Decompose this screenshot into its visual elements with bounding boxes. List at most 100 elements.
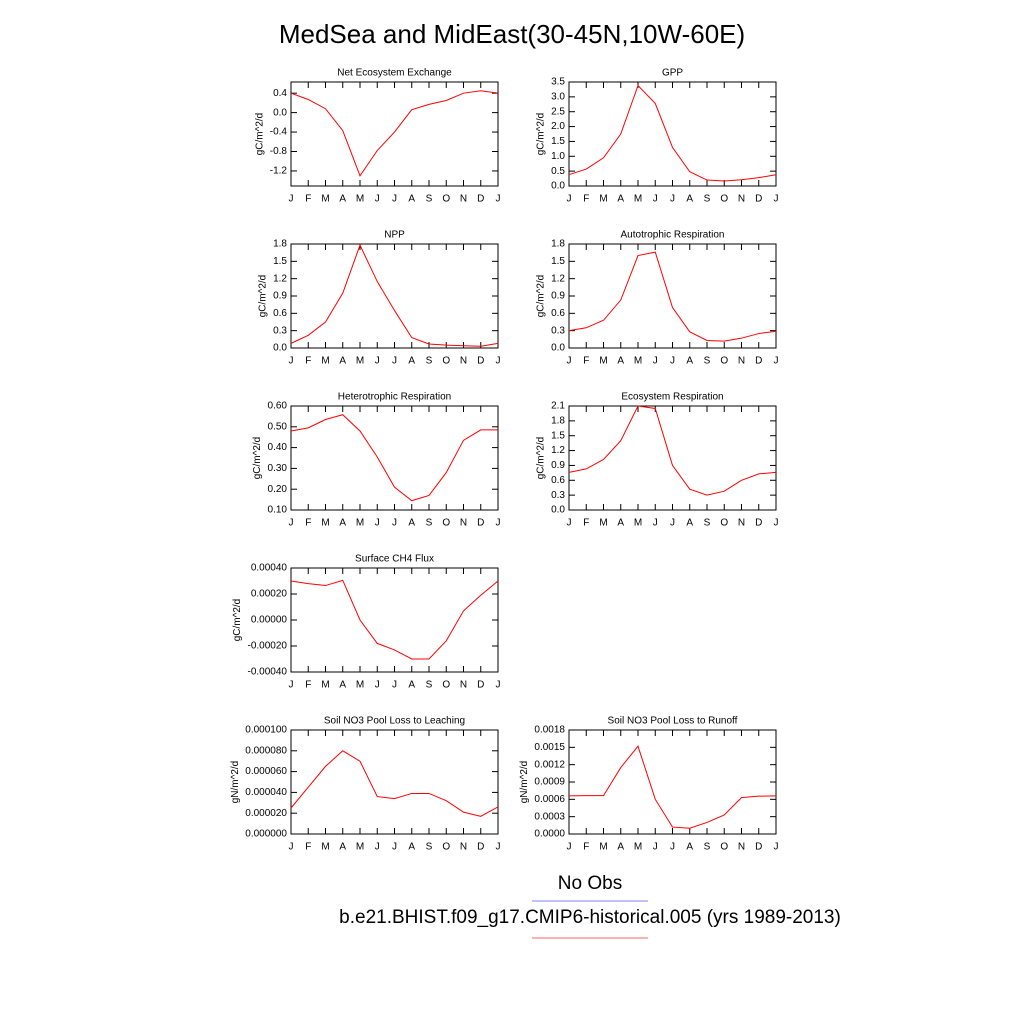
x-tick-label: M [634, 356, 642, 367]
x-tick-label: S [426, 518, 433, 529]
data-line [568, 745, 777, 829]
x-tick-label: S [426, 842, 433, 853]
x-tick-label: F [583, 518, 589, 529]
y-axis-label: gC/m^2/d [536, 113, 547, 156]
y-tick-label: -1.2 [270, 166, 288, 177]
y-tick-label: 0.0015 [534, 742, 565, 753]
x-tick-label: A [686, 194, 693, 205]
x-tick-label: J [670, 356, 675, 367]
y-tick-label: 0.6 [273, 308, 287, 319]
x-tick-label: J [375, 842, 380, 853]
x-tick-label: A [617, 518, 624, 529]
x-tick-label: J [289, 842, 294, 853]
y-axis-label: gC/m^2/d [232, 599, 243, 642]
panel-title: NPP [384, 230, 405, 241]
x-tick-label: M [321, 194, 329, 205]
y-axis-label: gC/m^2/d [536, 437, 547, 480]
x-tick-label: D [755, 518, 762, 529]
x-tick-label: A [617, 842, 624, 853]
x-tick-label: S [704, 194, 711, 205]
x-tick-label: J [392, 518, 397, 529]
x-tick-label: M [599, 356, 607, 367]
y-tick-label: 0.0012 [534, 759, 565, 770]
x-tick-label: S [426, 356, 433, 367]
x-tick-label: J [653, 356, 658, 367]
x-tick-label: J [496, 194, 501, 205]
x-tick-label: S [704, 518, 711, 529]
y-tick-label: 1.2 [551, 445, 565, 456]
y-tick-label: 0.000100 [245, 725, 287, 736]
x-tick-label: J [653, 518, 658, 529]
x-tick-label: M [321, 518, 329, 529]
x-tick-label: O [442, 680, 450, 691]
y-tick-label: 0.20 [268, 484, 288, 495]
y-tick-label: 0.5 [551, 166, 565, 177]
x-tick-label: D [477, 194, 484, 205]
x-tick-label: J [774, 194, 779, 205]
panel-title: Soil NO3 Pool Loss to Runoff [608, 716, 738, 727]
x-tick-label: N [738, 518, 745, 529]
y-axis-label: gC/m^2/d [536, 275, 547, 318]
legend-label: b.e21.BHIST.f09_g17.CMIP6-historical.005… [339, 907, 841, 928]
x-tick-label: D [477, 842, 484, 853]
x-tick-label: J [496, 680, 501, 691]
x-tick-label: M [356, 356, 364, 367]
x-tick-label: J [496, 518, 501, 529]
x-tick-label: F [305, 194, 311, 205]
x-tick-label: N [460, 842, 467, 853]
x-tick-label: M [599, 194, 607, 205]
plot-frame [290, 567, 499, 673]
x-tick-label: N [460, 194, 467, 205]
y-axis-label: gC/m^2/d [254, 113, 265, 156]
x-tick-label: A [339, 356, 346, 367]
y-tick-label: 0.0009 [534, 777, 565, 788]
x-tick-label: J [774, 356, 779, 367]
x-tick-label: A [617, 356, 624, 367]
y-tick-label: -0.4 [270, 127, 288, 138]
y-tick-label: 0.00040 [251, 563, 288, 574]
x-tick-label: S [704, 356, 711, 367]
y-tick-label: 3.0 [551, 91, 565, 102]
panel-title: Surface CH4 Flux [355, 554, 434, 565]
y-axis-label: gN/m^2/d [230, 761, 241, 804]
x-tick-label: J [375, 680, 380, 691]
x-tick-label: J [289, 680, 294, 691]
data-line [568, 405, 777, 496]
x-tick-label: J [496, 842, 501, 853]
y-tick-label: 0.00020 [251, 589, 288, 600]
x-tick-label: D [477, 518, 484, 529]
y-axis-label: gC/m^2/d [258, 275, 269, 318]
y-tick-label: 1.8 [551, 415, 565, 426]
x-tick-label: J [774, 518, 779, 529]
x-tick-label: F [583, 356, 589, 367]
x-tick-label: A [339, 842, 346, 853]
x-tick-label: F [583, 842, 589, 853]
x-tick-label: M [356, 842, 364, 853]
x-tick-label: O [720, 842, 728, 853]
x-tick-label: J [375, 194, 380, 205]
y-tick-label: 0.3 [273, 325, 287, 336]
y-tick-label: 0.0 [551, 343, 565, 354]
y-tick-label: 3.5 [551, 77, 565, 88]
plot-frame [568, 729, 777, 835]
data-line [568, 251, 777, 342]
y-tick-label: 0.6 [551, 308, 565, 319]
data-line [290, 414, 498, 502]
panel-title: Autotrophic Respiration [621, 230, 725, 241]
y-tick-label: 0.0003 [534, 811, 565, 822]
y-tick-label: 0.4 [273, 88, 287, 99]
figure-title: MedSea and MidEast(30-45N,10W-60E) [279, 19, 745, 49]
x-tick-label: N [460, 356, 467, 367]
y-tick-label: 0.000080 [245, 745, 287, 756]
panel-title: Soil NO3 Pool Loss to Leaching [324, 716, 465, 727]
y-tick-label: -0.00040 [248, 667, 288, 678]
y-tick-label: 1.5 [551, 136, 565, 147]
y-tick-label: 0.60 [268, 401, 288, 412]
x-tick-label: J [375, 356, 380, 367]
panel-title: Ecosystem Respiration [621, 392, 723, 403]
plot-frame [568, 405, 777, 511]
y-tick-label: 0.00000 [251, 615, 288, 626]
x-tick-label: J [567, 356, 572, 367]
x-tick-label: M [321, 842, 329, 853]
x-tick-label: J [289, 356, 294, 367]
